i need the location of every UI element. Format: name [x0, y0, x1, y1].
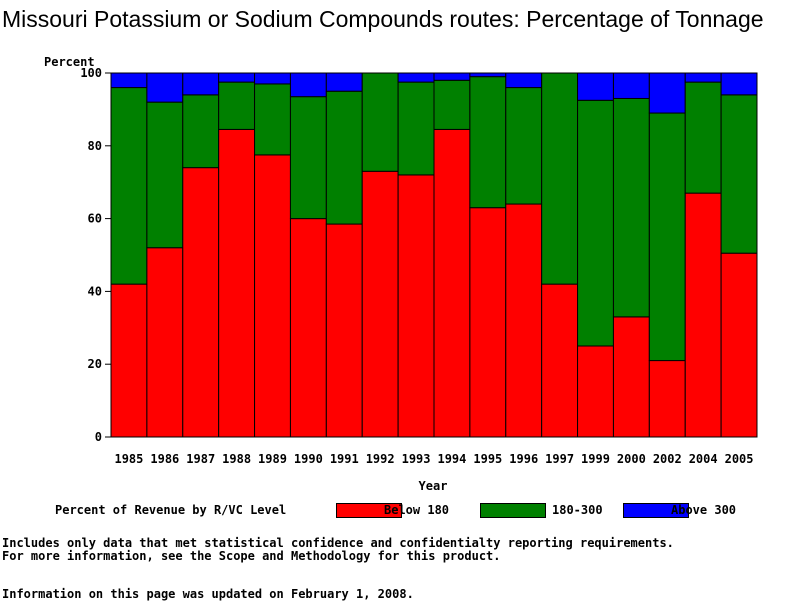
y-tick-label: 20 — [88, 357, 102, 371]
bar-2005-180-300 — [720, 94, 758, 254]
x-tick-label: 1990 — [294, 452, 323, 466]
bar-1993-above-300 — [397, 72, 435, 83]
bar-2005-above-300 — [720, 72, 758, 96]
bar-1994-below-180 — [433, 128, 471, 438]
y-axis-label: Percent — [44, 55, 95, 69]
legend-label-above-300: Above 300 — [671, 503, 737, 517]
bar-1986-below-180 — [146, 247, 184, 438]
bar-1997-180-300 — [541, 72, 579, 285]
plot-frame — [110, 72, 758, 438]
x-tick-label: 2004 — [689, 452, 718, 466]
bar-1994-above-300 — [433, 72, 471, 81]
bar-1993-below-180 — [397, 174, 435, 438]
legend-title: Percent of Revenue by R/VC Level — [55, 503, 287, 517]
legend-label-below-180: Below 180 — [384, 503, 450, 517]
bar-1992-180-300 — [361, 72, 399, 172]
bar-1988-180-300 — [218, 81, 256, 130]
x-tick-label: 1986 — [150, 452, 179, 466]
bar-1989-above-300 — [254, 72, 291, 85]
x-tick-label: 2002 — [653, 452, 682, 466]
legend-label-180-300: 180-300 — [552, 503, 603, 517]
bar-1985-above-300 — [110, 72, 148, 89]
legend-swatch-180-300 — [480, 503, 546, 518]
x-tick-label: 1997 — [545, 452, 574, 466]
x-tick-label: 2000 — [617, 452, 646, 466]
y-tick-label: 100 — [80, 66, 102, 80]
bar-1987-below-180 — [182, 167, 220, 438]
bar-2000-180-300 — [612, 97, 650, 318]
bar-1995-180-300 — [469, 76, 507, 209]
bar-1991-180-300 — [325, 90, 363, 225]
bar-2002-above-300 — [648, 72, 686, 114]
bar-1997-below-180 — [541, 283, 579, 438]
bar-1995-below-180 — [469, 207, 507, 438]
x-axis-label: Year — [419, 479, 448, 493]
legend-swatch-below-180 — [336, 503, 402, 518]
bar-2004-180-300 — [684, 81, 722, 194]
bar-1990-below-180 — [289, 218, 327, 438]
bar-1989-180-300 — [254, 83, 291, 156]
y-axis: 0 20 40 60 80 100 — [80, 66, 758, 444]
x-tick-label: 1995 — [473, 452, 502, 466]
bar-2002-below-180 — [648, 360, 686, 438]
bar-1986-180-300 — [146, 101, 184, 249]
chart-title: Missouri Potassium or Sodium Compounds r… — [2, 6, 764, 32]
bars-group — [110, 72, 758, 438]
bar-1988-below-180 — [218, 128, 256, 438]
bar-1987-above-300 — [182, 72, 220, 96]
y-tick-label: 0 — [95, 430, 102, 444]
footer-note-1: Includes only data that met statistical … — [2, 536, 674, 550]
x-tick-label: 2005 — [725, 452, 754, 466]
x-tick-label: 1993 — [402, 452, 431, 466]
bar-2004-below-180 — [684, 192, 722, 438]
x-tick-label: 1987 — [186, 452, 215, 466]
bar-1991-below-180 — [325, 223, 363, 438]
bar-1999-above-300 — [577, 72, 614, 101]
bar-1985-below-180 — [110, 283, 148, 438]
footer-updated: Information on this page was updated on … — [2, 587, 414, 601]
bar-1999-below-180 — [577, 345, 614, 438]
bar-1986-above-300 — [146, 72, 184, 103]
bar-1996-below-180 — [505, 203, 543, 438]
bar-1994-180-300 — [433, 79, 471, 130]
stacked-bar-chart: 0 20 40 60 80 100 1985 1986 1987 1988 1989 1990 199… — [44, 55, 758, 493]
bar-1990-180-300 — [289, 96, 327, 220]
bar-1985-180-300 — [110, 87, 148, 285]
x-tick-label: 1992 — [366, 452, 395, 466]
x-tick-label: 1985 — [114, 452, 143, 466]
bar-1991-above-300 — [325, 72, 363, 92]
x-axis: 1985 1986 1987 1988 1989 1990 1991 1992 1993 1994… — [114, 452, 753, 466]
legend-swatch-above-300 — [623, 503, 689, 518]
bar-2002-180-300 — [648, 112, 686, 362]
bar-1992-below-180 — [361, 170, 399, 438]
footer-note-2: For more information, see the Scope and … — [2, 549, 501, 563]
x-tick-label: 1996 — [509, 452, 538, 466]
bar-1999-180-300 — [577, 99, 614, 347]
bar-2000-above-300 — [612, 72, 650, 99]
y-tick-label: 80 — [88, 139, 102, 153]
bar-1995-above-300 — [469, 72, 507, 78]
legend: Percent of Revenue by R/VC Level Below 1… — [0, 503, 800, 521]
bar-1993-180-300 — [397, 81, 435, 176]
bar-2005-below-180 — [720, 252, 758, 438]
x-tick-label: 1988 — [222, 452, 251, 466]
bar-1987-180-300 — [182, 94, 220, 169]
y-tick-label: 40 — [88, 284, 102, 298]
bar-1989-below-180 — [254, 154, 291, 438]
x-tick-label: 1994 — [437, 452, 466, 466]
bar-1996-180-300 — [505, 87, 543, 205]
bar-2000-below-180 — [612, 316, 650, 438]
bar-1990-above-300 — [289, 72, 327, 98]
x-tick-label: 1999 — [581, 452, 610, 466]
x-tick-label: 1991 — [330, 452, 359, 466]
y-tick-label: 60 — [88, 212, 102, 226]
bar-1988-above-300 — [218, 72, 256, 83]
bar-1996-above-300 — [505, 72, 543, 89]
bar-2004-above-300 — [684, 72, 722, 83]
x-tick-label: 1989 — [258, 452, 287, 466]
